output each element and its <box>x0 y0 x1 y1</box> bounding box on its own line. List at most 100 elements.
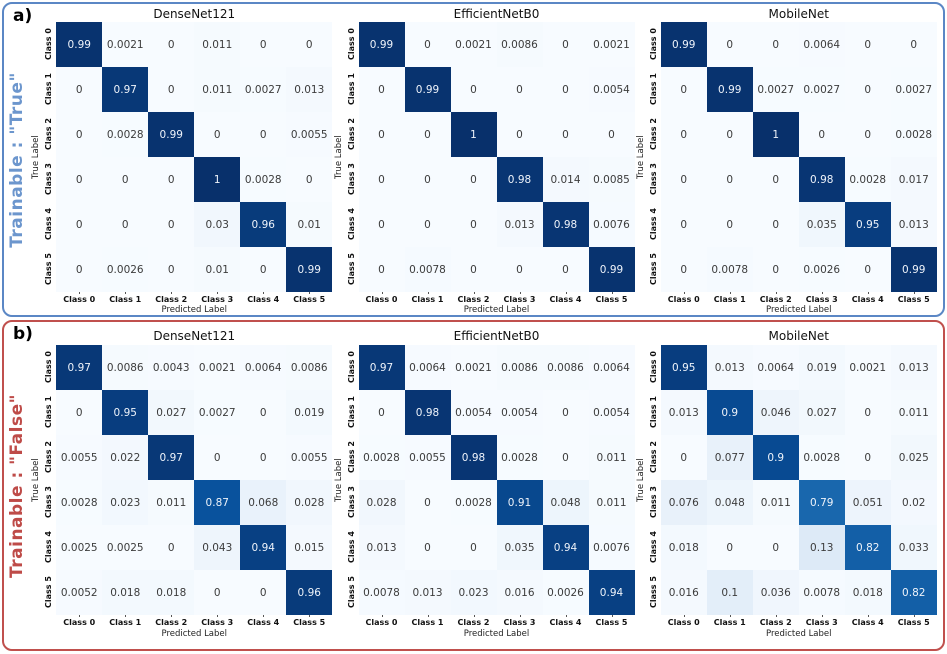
x-tick-label: Class 1 <box>102 615 148 629</box>
heatmap-cell: 0.0025 <box>56 525 103 570</box>
heatmap-cell: 0.98 <box>798 157 845 202</box>
heatmap-cell: 0 <box>844 67 891 112</box>
heatmap-cell: 0.046 <box>752 390 799 435</box>
heatmap-grid: 0.97 0.0086 0.0043 0.0021 0.0064 0.0086 0 0.95 0… <box>56 345 333 615</box>
x-tick-labels: Class 0 Class 1 Class 2 Class 3 Class 4 Class… <box>56 292 332 305</box>
heatmap-cell: 0 <box>404 22 451 67</box>
x-tick-label: Class 5 <box>891 292 937 305</box>
heatmap-cell: 0 <box>798 112 845 157</box>
heatmap-cell: 0 <box>240 22 287 67</box>
heatmap-cell: 0 <box>450 525 497 570</box>
heatmap-cell: 0 <box>542 112 589 157</box>
y-tick-label: Class 2 <box>648 441 658 474</box>
heatmap-cell: 0.95 <box>660 345 707 390</box>
y-tick-label: Class 5 <box>346 253 356 286</box>
heatmap-cell: 0 <box>752 247 799 292</box>
heatmap-cell: 0 <box>358 157 405 202</box>
heatmap-cell: 0 <box>358 67 405 112</box>
heatmap-cell: 0.0028 <box>102 112 149 157</box>
heatmap-cell: 0.03 <box>194 202 241 247</box>
heatmap-cell: 0 <box>660 202 707 247</box>
y-tick-label: Class 4 <box>346 208 356 241</box>
x-tick-label: Class 4 <box>845 292 891 305</box>
y-tick-label: Class 4 <box>346 531 356 564</box>
heatmap-cell: 0.0086 <box>542 345 589 390</box>
x-tick-label: Class 3 <box>799 615 845 629</box>
heatmap-cell: 0 <box>240 247 287 292</box>
heatmap-cell: 0.97 <box>358 345 405 390</box>
x-tick-label: Class 0 <box>661 615 707 629</box>
heatmap-cell: 0.96 <box>240 202 287 247</box>
subplot-row: DenseNet121 True Label Class 0 Class 1 Cla… <box>4 322 943 649</box>
heatmap-cell: 0.015 <box>286 525 333 570</box>
panel-side-label: Trainable : "False" <box>7 393 27 578</box>
heatmap-cell: 0.0078 <box>798 570 845 615</box>
confusion-matrix-subplot: EfficientNetB0 True Label Class 0 Class 1… <box>333 329 635 649</box>
heatmap-cell: 0.0064 <box>798 22 845 67</box>
heatmap-cell: 0.0027 <box>240 67 287 112</box>
heatmap-cell: 0.025 <box>890 435 937 480</box>
heatmap-cell: 0 <box>56 157 103 202</box>
heatmap-cell: 0.01 <box>286 202 333 247</box>
heatmap-cell: 0.027 <box>798 390 845 435</box>
heatmap-cell: 0.011 <box>148 480 195 525</box>
heatmap-cell: 0 <box>194 112 241 157</box>
heatmap-cell: 0.0054 <box>588 390 635 435</box>
heatmap-cell: 0 <box>660 157 707 202</box>
heatmap-cell: 0 <box>194 435 241 480</box>
heatmap-cell: 0.0021 <box>844 345 891 390</box>
y-tick-label: Class 0 <box>648 28 658 61</box>
heatmap-cell: 0.0076 <box>588 202 635 247</box>
heatmap-cell: 0.99 <box>286 247 333 292</box>
heatmap-cell: 0 <box>148 525 195 570</box>
heatmap-cell: 0 <box>286 22 333 67</box>
heatmap-cell: 0.99 <box>706 67 753 112</box>
x-tick-label: Class 1 <box>405 292 451 305</box>
heatmap-cell: 0 <box>844 435 891 480</box>
x-tick-label: Class 2 <box>753 615 799 629</box>
heatmap-cell: 0.019 <box>798 345 845 390</box>
heatmap-cell: 0.94 <box>542 525 589 570</box>
heatmap-cell: 0.0028 <box>240 157 287 202</box>
heatmap-cell: 0.013 <box>890 345 937 390</box>
x-tick-label: Class 0 <box>359 292 405 305</box>
heatmap-cell: 0 <box>660 67 707 112</box>
heatmap-cell: 0.0027 <box>798 67 845 112</box>
heatmap-cell: 0.0064 <box>404 345 451 390</box>
model-title: MobileNet <box>768 329 829 343</box>
heatmap-cell: 0 <box>102 202 149 247</box>
x-tick-label: Class 4 <box>543 615 589 629</box>
heatmap-cell: 0.023 <box>102 480 149 525</box>
x-axis-label: Predicted Label <box>765 304 832 315</box>
y-tick-labels: Class 0 Class 1 Class 2 Class 3 Class 4 Class… <box>345 22 359 292</box>
heatmap-cell: 0.9 <box>706 390 753 435</box>
heatmap-cell: 0.01 <box>194 247 241 292</box>
heatmap-cell: 0 <box>542 247 589 292</box>
heatmap-cell: 0 <box>240 435 287 480</box>
heatmap-cell: 0.033 <box>890 525 937 570</box>
heatmap-cell: 0.0027 <box>890 67 937 112</box>
heatmap-cell: 0.99 <box>890 247 937 292</box>
heatmap-grid: 0.99 0 0 0.0064 0 0 0 0.99 0.0027 0.0027 0 0.0027 0 0… <box>660 22 937 292</box>
heatmap-grid: 0.95 0.013 0.0064 0.019 0.0021 0.013 0.013 0.9 0… <box>660 345 937 615</box>
heatmap-cell: 0.018 <box>102 570 149 615</box>
y-tick-label: Class 3 <box>44 486 54 519</box>
x-tick-label: Class 0 <box>56 615 102 629</box>
heatmap-cell: 0 <box>56 112 103 157</box>
heatmap-cell: 0.0078 <box>358 570 405 615</box>
heatmap-cell: 0 <box>286 157 333 202</box>
heatmap-cell: 0 <box>542 435 589 480</box>
heatmap-cell: 0.0078 <box>404 247 451 292</box>
y-tick-labels: Class 0 Class 1 Class 2 Class 3 Class 4 Class… <box>42 345 56 615</box>
model-title: EfficientNetB0 <box>453 329 540 343</box>
y-tick-label: Class 2 <box>44 441 54 474</box>
heatmap-cell: 0.0028 <box>844 157 891 202</box>
y-tick-label: Class 5 <box>346 576 356 609</box>
heatmap-cell: 0 <box>56 247 103 292</box>
x-tick-label: Class 1 <box>707 292 753 305</box>
heatmap-cell: 0.013 <box>404 570 451 615</box>
heatmap-cell: 0.016 <box>496 570 543 615</box>
x-tick-label: Class 2 <box>753 292 799 305</box>
